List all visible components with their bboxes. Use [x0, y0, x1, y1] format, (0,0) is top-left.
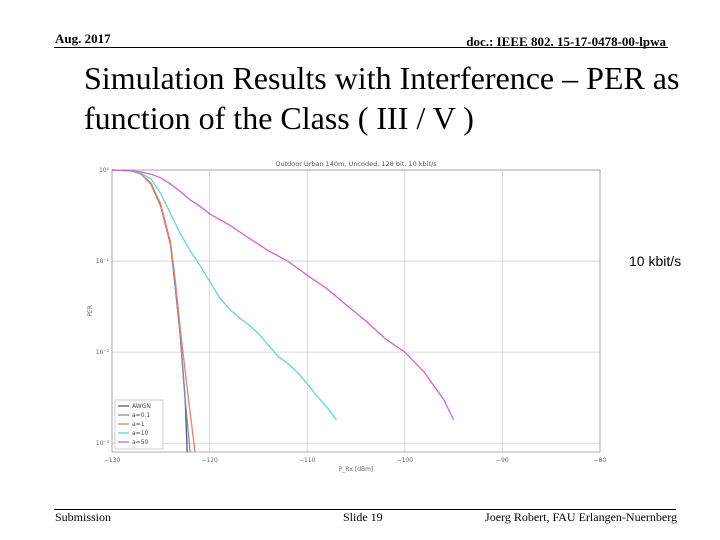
header-date: Aug. 2017	[55, 31, 111, 46]
x-axis-label: P_Rx [dBm]	[339, 466, 374, 473]
header-rule	[54, 47, 668, 48]
slide-title: Simulation Results with Interference – P…	[84, 60, 680, 136]
chart-title: Outdoor Urban 140m, Uncoded, 128 bit, 10…	[275, 160, 437, 168]
data-rate-note: 10 kbit/s	[629, 253, 682, 269]
legend-entry: a=1	[132, 421, 145, 428]
plot-frame	[111, 169, 601, 453]
plot-area	[112, 170, 600, 452]
legend-entry: a=0.1	[132, 412, 150, 419]
footer-submission: Submission	[55, 510, 112, 524]
x-tick-label: −80	[594, 457, 607, 464]
legend-entry: a=50	[132, 439, 149, 446]
x-tick-label: −90	[496, 457, 509, 464]
footer-rule	[54, 509, 676, 510]
footer-slide-number: Slide 19	[343, 510, 383, 524]
x-tick-label: −110	[299, 457, 316, 464]
header-doc-id: doc.: IEEE 802. 15-17-0478-00-lpwa	[466, 34, 666, 49]
x-tick-label: −130	[104, 457, 121, 464]
y-tick-label: 10⁰	[99, 167, 110, 174]
series-line-a-10	[111, 169, 338, 421]
y-tick-label: 10⁻²	[96, 349, 110, 356]
y-tick-label: 10⁻³	[96, 440, 110, 447]
chart-container: −130 −120 −110 −100 −90 −80 10⁰ 10⁻¹ 10⁻² 10⁻³ Out…	[80, 156, 620, 474]
x-tick-label: −120	[201, 457, 218, 464]
per-chart: −130 −120 −110 −100 −90 −80 10⁰ 10⁻¹ 10⁻² 10⁻³ Out…	[87, 160, 607, 473]
x-tick-label: −100	[397, 457, 414, 464]
series-line-a-50	[111, 169, 455, 421]
y-axis-label: PER	[87, 305, 94, 317]
legend-entry: a=10	[132, 430, 149, 437]
legend-entry: AWGN	[132, 403, 151, 410]
y-tick-label: 10⁻¹	[96, 258, 110, 265]
footer-author: Joerg Robert, FAU Erlangen-Nuernberg	[485, 510, 677, 524]
